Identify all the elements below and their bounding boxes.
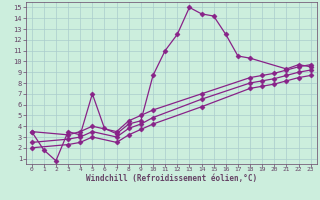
X-axis label: Windchill (Refroidissement éolien,°C): Windchill (Refroidissement éolien,°C) xyxy=(86,174,257,183)
